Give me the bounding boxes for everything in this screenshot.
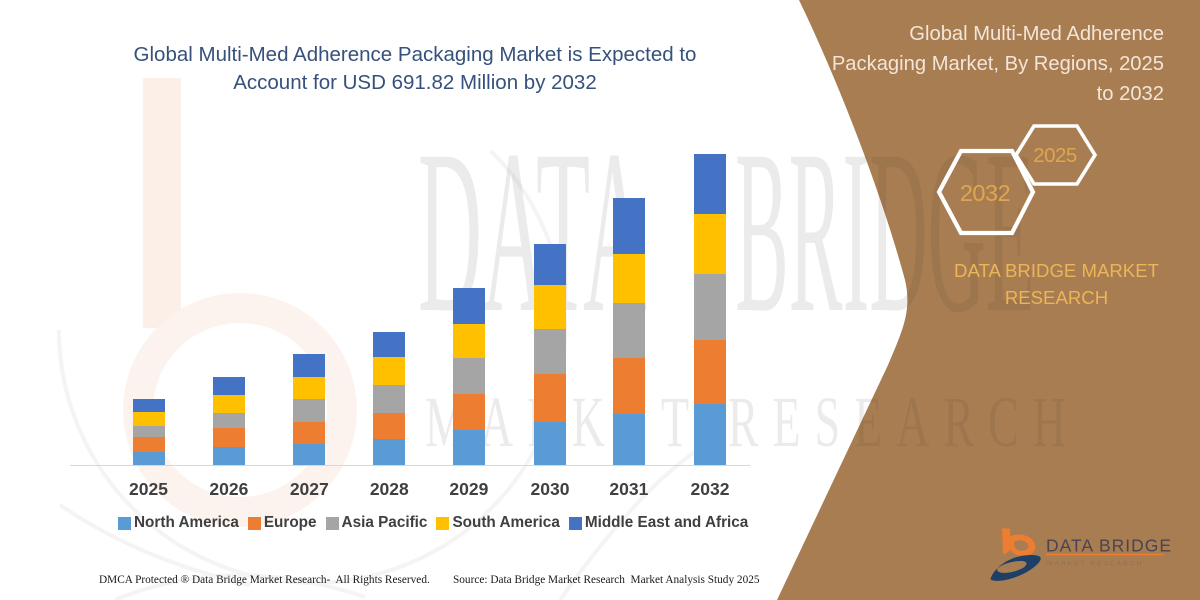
- svg-text:MARKET RESEARCH: MARKET RESEARCH: [1047, 561, 1143, 568]
- svg-text:DATA BRIDGE: DATA BRIDGE: [1046, 536, 1172, 556]
- svg-text:2032: 2032: [960, 180, 1010, 206]
- svg-text:2025: 2025: [1033, 144, 1077, 167]
